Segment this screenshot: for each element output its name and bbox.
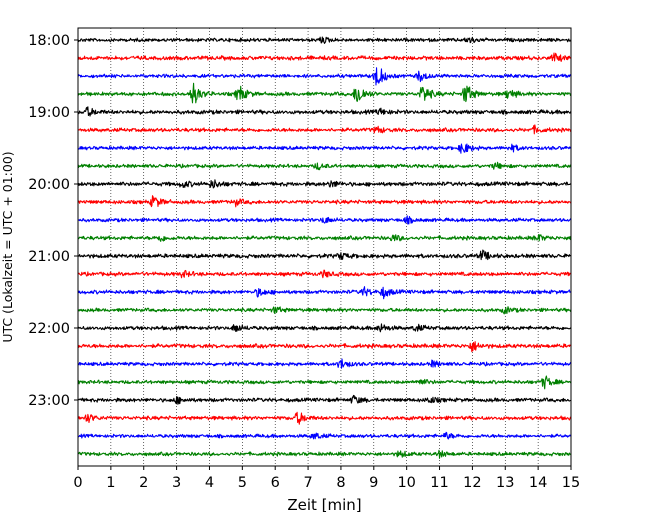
seismic-trace	[77, 286, 572, 300]
seismic-trace	[77, 36, 572, 44]
y-tick-label: 18:00	[28, 33, 70, 49]
plot-frame	[77, 27, 572, 467]
x-tick-label: 0	[73, 475, 82, 491]
seismic-trace	[77, 358, 572, 369]
seismic-trace	[77, 161, 572, 171]
seismic-trace	[77, 341, 572, 353]
seismic-trace	[77, 323, 572, 333]
seismic-trace	[77, 195, 572, 208]
x-tick-label: 13	[496, 475, 514, 491]
y-tick-label: 21:00	[28, 249, 70, 265]
seismic-trace	[77, 249, 572, 261]
x-axis-ticks: 0 1 2 3 4 5 6 7 8 9 10 11 12 13 14 15	[73, 466, 580, 491]
x-tick-label: 6	[271, 475, 280, 491]
x-axis-label: Zeit [min]	[287, 496, 361, 514]
x-tick-label: 15	[562, 475, 580, 491]
x-tick-label: 7	[303, 475, 312, 491]
seismic-trace	[77, 124, 572, 135]
seismic-trace	[77, 431, 572, 440]
x-tick-label: 12	[463, 475, 481, 491]
x-tick-label: 8	[336, 475, 345, 491]
x-tick-label: 9	[369, 475, 378, 491]
seismic-trace	[77, 179, 572, 189]
seismic-trace	[77, 143, 572, 154]
gridlines	[110, 28, 539, 466]
y-tick-label: 20:00	[28, 177, 70, 193]
seismic-trace	[77, 52, 572, 63]
x-tick-label: 4	[205, 475, 214, 491]
y-axis-label: UTC (Lokalzeit = UTC + 01:00)	[0, 151, 15, 342]
seismic-trace	[77, 449, 572, 459]
x-tick-label: 11	[430, 475, 448, 491]
x-tick-label: 10	[397, 475, 415, 491]
seismic-trace	[77, 82, 572, 104]
x-tick-label: 2	[139, 475, 148, 491]
y-tick-label: 22:00	[28, 321, 70, 337]
y-axis-ticks: 18:00 19:00 20:00 21:00 22:00 23:00	[28, 33, 78, 409]
x-tick-label: 14	[529, 475, 547, 491]
y-tick-label: 19:00	[28, 105, 70, 121]
traces	[77, 36, 572, 459]
seismic-trace	[77, 233, 572, 242]
seismic-trace	[77, 269, 572, 279]
seismic-trace	[77, 106, 572, 117]
seismic-trace	[77, 306, 572, 315]
x-tick-label: 1	[106, 475, 115, 491]
x-tick-label: 5	[238, 475, 247, 491]
seismic-trace	[77, 215, 572, 225]
seismic-trace	[77, 375, 572, 390]
seismic-trace	[77, 67, 572, 86]
y-tick-label: 23:00	[28, 393, 70, 409]
x-tick-label: 3	[172, 475, 181, 491]
seismic-trace	[77, 394, 572, 405]
seismic-trace	[77, 411, 572, 425]
